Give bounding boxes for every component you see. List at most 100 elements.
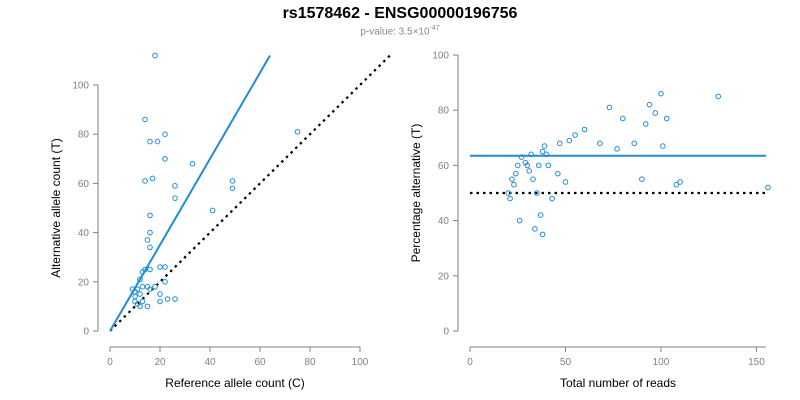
left-data-point: [152, 52, 158, 59]
left-data-point: [137, 276, 143, 283]
left-data-point: [172, 195, 178, 201]
left-data-point: [147, 212, 153, 219]
right-data-point: [765, 184, 771, 191]
left-data-point: [157, 291, 163, 297]
right-data-point: [562, 179, 569, 185]
right-data-point: [511, 181, 517, 188]
right-y-axis-title: Percentage alternative (T): [409, 124, 423, 263]
right-x-tick-label: 0: [467, 357, 473, 368]
left-data-point: [149, 175, 156, 182]
right-x-tick-label: 150: [748, 357, 765, 368]
left-x-tick-label: 60: [254, 357, 266, 368]
right-data-point: [660, 143, 666, 149]
left-data-point: [142, 178, 148, 184]
right-data-point: [539, 231, 546, 238]
right-data-point: [663, 115, 670, 122]
left-data-point: [162, 131, 168, 137]
right-data-point: [715, 93, 722, 100]
p-value-exponent: -47: [429, 25, 440, 32]
right-data-point: [572, 132, 578, 138]
right-data-point: [549, 195, 555, 202]
right-data-point: [619, 115, 626, 122]
right-data-point: [514, 162, 521, 169]
left-x-tick-label: 40: [204, 357, 216, 368]
left-data-point: [139, 298, 146, 305]
left-data-point: [147, 229, 153, 236]
left-data-point: [172, 296, 178, 302]
right-data-point: [537, 212, 544, 218]
left-y-tick-label: 20: [78, 277, 90, 288]
right-data-point: [639, 176, 645, 182]
left-data-point: [147, 286, 153, 292]
right-data-point: [652, 110, 659, 116]
right-data-point: [534, 190, 540, 196]
left-data-point: [147, 266, 153, 273]
right-y-tick-label: 100: [432, 51, 449, 62]
left-data-point: [154, 138, 161, 145]
left-data-point: [294, 128, 301, 135]
right-x-axis-title: Total number of reads: [560, 376, 676, 390]
right-data-point: [545, 162, 552, 169]
right-y-tick-label: 40: [438, 216, 450, 227]
right-data-point: [539, 148, 546, 155]
left-data-point: [144, 237, 151, 243]
chart-title: rs1578462 - ENSG00000196756: [282, 5, 518, 22]
left-data-point: [162, 156, 168, 162]
left-data-point: [147, 138, 153, 145]
left-x-tick-label: 80: [304, 357, 316, 368]
left-data-point: [132, 293, 138, 300]
left-y-tick-label: 100: [72, 81, 89, 92]
right-y-tick-label: 0: [443, 327, 449, 338]
right-data-point: [541, 143, 548, 149]
right-data-point: [646, 101, 653, 108]
chart-subtitle: p-value: 3.5×10-47: [0, 25, 800, 37]
left-data-point: [229, 178, 236, 184]
right-data-point: [658, 90, 664, 97]
left-data-point: [229, 185, 236, 192]
left-data-point: [142, 116, 148, 123]
left-y-axis-title: Alternative allele count (T): [49, 138, 63, 277]
left-y-tick-label: 0: [83, 327, 89, 338]
right-data-point: [528, 151, 534, 158]
right-data-point: [516, 217, 523, 224]
right-x-tick-label: 50: [560, 357, 572, 368]
right-data-point: [518, 154, 525, 160]
left-data-point: [162, 279, 168, 285]
right-data-point: [543, 151, 550, 158]
right-y-tick-label: 20: [438, 271, 450, 282]
right-y-tick-label: 80: [438, 106, 450, 117]
right-data-point: [507, 195, 513, 202]
left-data-point: [172, 183, 178, 189]
right-data-point: [673, 181, 680, 188]
right-data-point: [505, 190, 511, 196]
right-data-point: [677, 179, 683, 185]
left-y-tick-label: 40: [78, 228, 90, 239]
left-data-point: [144, 303, 151, 310]
right-data-point: [631, 140, 638, 147]
left-data-point: [157, 298, 163, 305]
left-fit-line: [109, 54, 271, 332]
left-x-tick-label: 20: [154, 357, 166, 368]
right-data-point: [535, 162, 542, 169]
left-x-axis-title: Reference allele count (C): [165, 376, 304, 390]
left-x-tick-label: 100: [352, 357, 369, 368]
left-data-point: [139, 269, 146, 275]
right-data-point: [524, 162, 531, 169]
left-y-tick-label: 60: [78, 179, 90, 190]
left-data-point: [162, 264, 168, 270]
left-data-point: [129, 286, 136, 292]
right-data-point: [581, 126, 588, 133]
right-data-point: [642, 121, 649, 127]
left-data-point: [147, 244, 153, 251]
left-data-point: [157, 264, 163, 270]
right-data-point: [556, 140, 563, 147]
left-data-point: [137, 291, 143, 297]
right-data-point: [566, 137, 573, 144]
right-data-point: [555, 170, 561, 177]
right-data-point: [513, 170, 519, 177]
p-value-text: p-value: 3.5×10: [360, 26, 430, 38]
right-data-point: [532, 226, 538, 232]
right-data-point: [606, 104, 613, 111]
left-data-point: [164, 296, 171, 302]
